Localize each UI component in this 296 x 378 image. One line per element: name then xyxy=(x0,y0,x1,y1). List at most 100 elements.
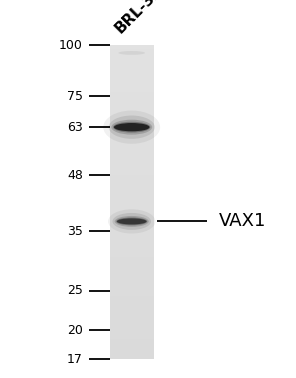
Bar xyxy=(110,57,154,61)
Bar xyxy=(110,45,154,49)
Text: VAX1: VAX1 xyxy=(219,212,266,231)
Bar xyxy=(110,210,154,214)
Bar xyxy=(110,96,154,100)
Bar xyxy=(110,351,154,355)
Ellipse shape xyxy=(117,218,147,225)
Bar xyxy=(110,312,154,316)
Text: 63: 63 xyxy=(67,121,83,134)
Bar xyxy=(110,88,154,93)
Bar xyxy=(110,120,154,124)
Bar xyxy=(110,230,154,234)
Bar xyxy=(110,316,154,320)
Bar xyxy=(110,293,154,296)
Ellipse shape xyxy=(112,213,151,230)
Bar xyxy=(110,339,154,343)
Ellipse shape xyxy=(108,209,155,234)
Text: 35: 35 xyxy=(67,225,83,238)
Ellipse shape xyxy=(118,51,145,55)
Bar xyxy=(110,159,154,163)
Ellipse shape xyxy=(109,116,155,139)
Bar xyxy=(110,128,154,132)
Bar xyxy=(110,147,154,151)
Text: BRL-3A: BRL-3A xyxy=(112,0,167,36)
Bar xyxy=(110,277,154,280)
Bar xyxy=(110,124,154,128)
Bar xyxy=(110,280,154,285)
Bar xyxy=(110,191,154,194)
Ellipse shape xyxy=(103,110,160,144)
Bar xyxy=(110,175,154,179)
Bar xyxy=(110,163,154,167)
Bar xyxy=(110,214,154,218)
Bar xyxy=(110,187,154,191)
Bar xyxy=(110,304,154,308)
Ellipse shape xyxy=(116,217,147,225)
Ellipse shape xyxy=(114,123,149,131)
Bar xyxy=(110,194,154,198)
Bar xyxy=(110,332,154,336)
Bar xyxy=(110,324,154,328)
Bar xyxy=(110,116,154,120)
Text: 48: 48 xyxy=(67,169,83,182)
Text: 17: 17 xyxy=(67,353,83,366)
Bar xyxy=(110,132,154,136)
Bar xyxy=(110,81,154,85)
Bar xyxy=(110,69,154,73)
Bar xyxy=(110,77,154,81)
Bar xyxy=(110,155,154,159)
Bar xyxy=(110,288,154,293)
Bar xyxy=(110,100,154,104)
Bar xyxy=(110,242,154,245)
Text: 75: 75 xyxy=(67,90,83,103)
Bar xyxy=(110,273,154,277)
Bar xyxy=(110,183,154,186)
Bar xyxy=(110,355,154,359)
Bar xyxy=(110,104,154,108)
Bar xyxy=(110,108,154,112)
Bar xyxy=(110,198,154,202)
Bar xyxy=(110,249,154,253)
Bar xyxy=(110,245,154,249)
Bar xyxy=(110,285,154,288)
Text: 20: 20 xyxy=(67,324,83,337)
Bar xyxy=(110,206,154,210)
Bar xyxy=(110,73,154,77)
Bar xyxy=(110,218,154,222)
Bar xyxy=(110,179,154,183)
Text: 100: 100 xyxy=(59,39,83,52)
Bar xyxy=(110,202,154,206)
Bar xyxy=(110,253,154,257)
Bar xyxy=(110,234,154,237)
Bar xyxy=(110,136,154,139)
Bar xyxy=(110,167,154,171)
Bar xyxy=(110,151,154,155)
Bar xyxy=(110,171,154,175)
Bar xyxy=(110,269,154,273)
Bar xyxy=(110,343,154,347)
Bar xyxy=(110,65,154,69)
Bar xyxy=(110,257,154,261)
Bar xyxy=(110,222,154,226)
Bar xyxy=(110,308,154,312)
Text: 25: 25 xyxy=(67,284,83,297)
Bar xyxy=(110,347,154,351)
Bar xyxy=(110,300,154,304)
Bar xyxy=(110,226,154,230)
Bar xyxy=(110,49,154,53)
Bar xyxy=(110,261,154,265)
Bar xyxy=(110,328,154,332)
Bar xyxy=(110,296,154,300)
Bar xyxy=(110,53,154,57)
Bar xyxy=(110,265,154,269)
Bar xyxy=(110,336,154,339)
Bar xyxy=(110,112,154,116)
Bar xyxy=(110,320,154,324)
Bar xyxy=(110,61,154,65)
Bar xyxy=(110,237,154,242)
Bar xyxy=(110,85,154,88)
Ellipse shape xyxy=(115,216,149,227)
Bar xyxy=(110,139,154,143)
Ellipse shape xyxy=(113,122,150,133)
Bar xyxy=(110,93,154,96)
Bar xyxy=(110,143,154,147)
